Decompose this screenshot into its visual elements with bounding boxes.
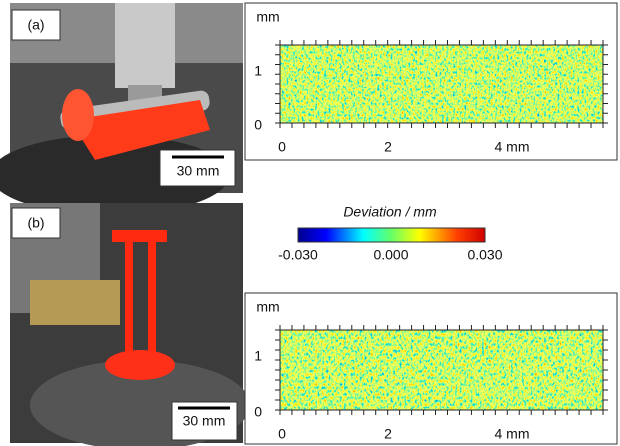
- panel-label: (b): [27, 215, 44, 231]
- scale-bar-label: 30 mm: [177, 163, 220, 179]
- y-tick-label: 0: [254, 404, 262, 420]
- x-tick-label: 0: [278, 139, 286, 155]
- deviation-map: [280, 330, 603, 410]
- x-tick-label: 4 mm: [495, 426, 530, 442]
- y-tick-label: 1: [254, 63, 262, 79]
- x-tick-label: 0: [278, 426, 286, 442]
- deviation-map: [280, 45, 603, 123]
- x-tick-label: 2: [384, 139, 392, 155]
- colorbar: [297, 227, 486, 243]
- photo-b: [10, 203, 250, 446]
- x-tick-label: 4 mm: [495, 139, 530, 155]
- axis-unit: mm: [256, 299, 279, 315]
- x-tick-label: 2: [384, 426, 392, 442]
- y-tick-label: 1: [254, 348, 262, 364]
- photo-a: [0, 3, 243, 215]
- colorbar-title: Deviation / mm: [343, 204, 437, 220]
- colorbar-label: -0.030: [278, 247, 318, 263]
- axis-unit: mm: [256, 9, 279, 25]
- y-tick-label: 0: [254, 117, 262, 133]
- panel-label: (a): [27, 17, 44, 33]
- colorbar-label: 0.000: [373, 247, 408, 263]
- colorbar-label: 0.030: [467, 247, 502, 263]
- scale-bar-label: 30 mm: [183, 413, 226, 429]
